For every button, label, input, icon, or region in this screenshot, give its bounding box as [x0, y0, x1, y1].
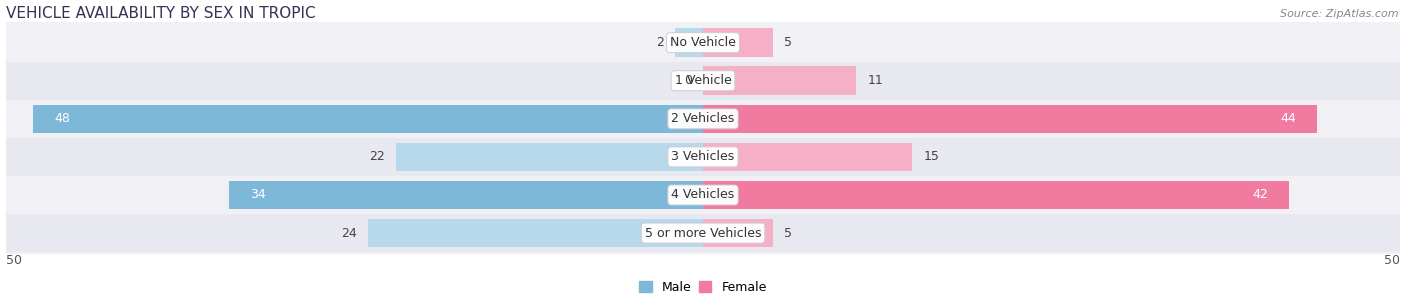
- Bar: [6, 176, 1400, 214]
- Bar: [703, 143, 912, 171]
- Text: 34: 34: [250, 188, 266, 202]
- Bar: [703, 66, 856, 95]
- Bar: [675, 28, 703, 57]
- Text: 2 Vehicles: 2 Vehicles: [672, 112, 734, 125]
- Bar: [34, 105, 703, 133]
- Bar: [396, 143, 703, 171]
- Text: 50: 50: [6, 254, 21, 267]
- Text: 50: 50: [1385, 254, 1400, 267]
- Text: 15: 15: [924, 150, 939, 163]
- Text: 48: 48: [55, 112, 70, 125]
- Text: 5 or more Vehicles: 5 or more Vehicles: [645, 227, 761, 240]
- Bar: [703, 105, 1317, 133]
- Text: 3 Vehicles: 3 Vehicles: [672, 150, 734, 163]
- Text: 2: 2: [657, 36, 664, 49]
- Text: 1 Vehicle: 1 Vehicle: [675, 74, 731, 87]
- Bar: [6, 23, 1400, 62]
- Text: No Vehicle: No Vehicle: [671, 36, 735, 49]
- Text: 11: 11: [868, 74, 883, 87]
- Bar: [6, 138, 1400, 176]
- Bar: [703, 219, 773, 247]
- Bar: [368, 219, 703, 247]
- Bar: [6, 62, 1400, 100]
- Bar: [229, 181, 703, 209]
- Bar: [6, 100, 1400, 138]
- Text: 42: 42: [1253, 188, 1268, 202]
- Text: 24: 24: [342, 227, 357, 240]
- Text: 0: 0: [683, 74, 692, 87]
- Text: 5: 5: [785, 36, 792, 49]
- Text: 44: 44: [1279, 112, 1296, 125]
- Text: 4 Vehicles: 4 Vehicles: [672, 188, 734, 202]
- Bar: [703, 181, 1289, 209]
- Bar: [6, 214, 1400, 252]
- Text: 5: 5: [785, 227, 792, 240]
- Text: 22: 22: [370, 150, 385, 163]
- Bar: [703, 28, 773, 57]
- Text: Source: ZipAtlas.com: Source: ZipAtlas.com: [1281, 9, 1399, 19]
- Legend: Male, Female: Male, Female: [634, 276, 772, 299]
- Text: VEHICLE AVAILABILITY BY SEX IN TROPIC: VEHICLE AVAILABILITY BY SEX IN TROPIC: [6, 5, 315, 20]
